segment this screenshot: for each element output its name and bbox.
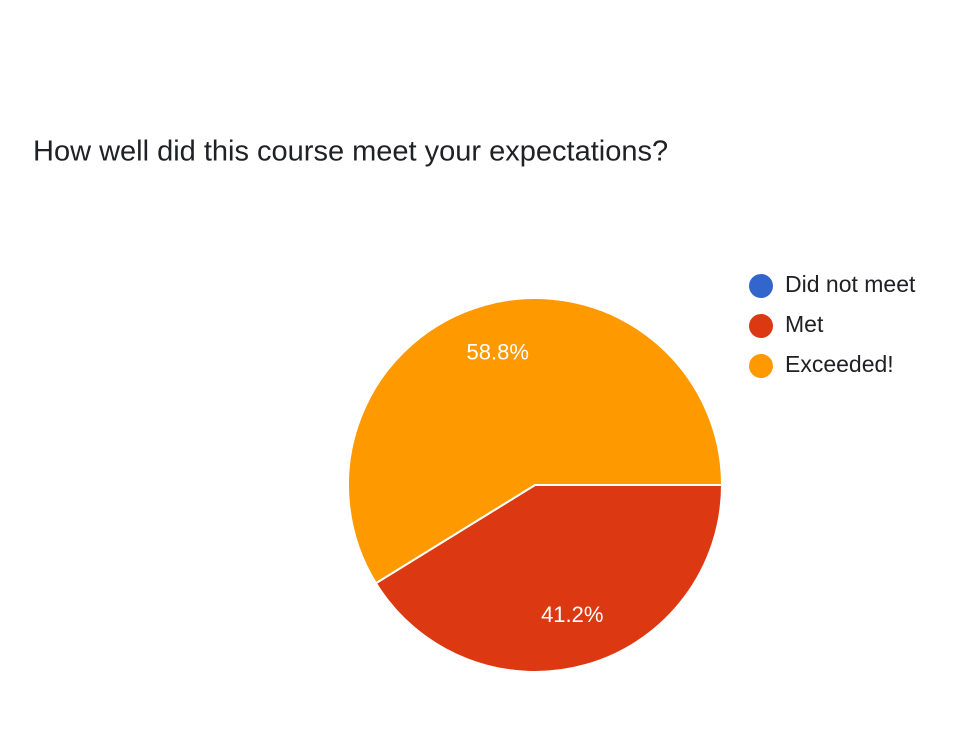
legend-label: Exceeded! <box>785 351 894 377</box>
legend-label: Did not meet <box>785 271 916 297</box>
legend-swatch <box>749 274 773 298</box>
pie-slice <box>374 484 724 673</box>
legend-swatch <box>749 354 773 378</box>
slice-label: 41.2% <box>541 602 603 627</box>
slice-label: 58.8% <box>467 339 529 364</box>
legend-label: Met <box>785 311 824 337</box>
chart-title: How well did this course meet your expec… <box>33 136 668 168</box>
legend-swatch <box>749 314 773 338</box>
pie-slice <box>347 297 724 585</box>
